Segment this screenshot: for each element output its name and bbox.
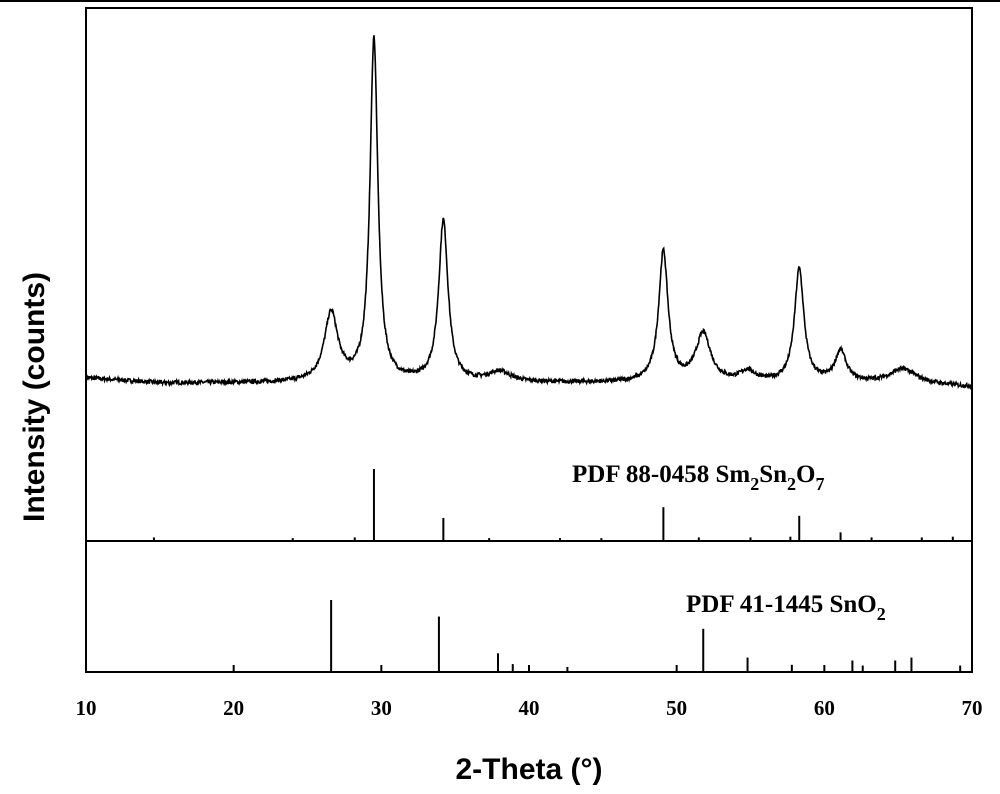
y-axis-title: Intensity (counts) — [18, 272, 51, 522]
plot-frame — [85, 7, 973, 673]
x-tick-label: 40 — [519, 696, 540, 720]
x-tick-label: 30 — [371, 696, 392, 720]
x-tick-label: 50 — [666, 696, 687, 720]
x-tick-label: 60 — [814, 696, 835, 720]
x-tick-label: 10 — [76, 696, 97, 720]
reference-label-sno2: PDF 41-1445 SnO2 — [686, 591, 886, 624]
reference-label-sm2sn2o7: PDF 88-0458 Sm2Sn2O7 — [572, 461, 825, 494]
x-tick-label: 20 — [223, 696, 244, 720]
x-axis-ticks: 10 20 30 40 50 60 70 — [76, 665, 983, 720]
x-tick-label: 70 — [962, 696, 983, 720]
reference-sticks-sno2 — [330, 600, 962, 672]
xrd-pattern-line — [85, 35, 973, 391]
x-axis-title: 2-Theta (°) — [456, 753, 603, 786]
reference-sticks-sm2sn2o7 — [152, 469, 954, 541]
